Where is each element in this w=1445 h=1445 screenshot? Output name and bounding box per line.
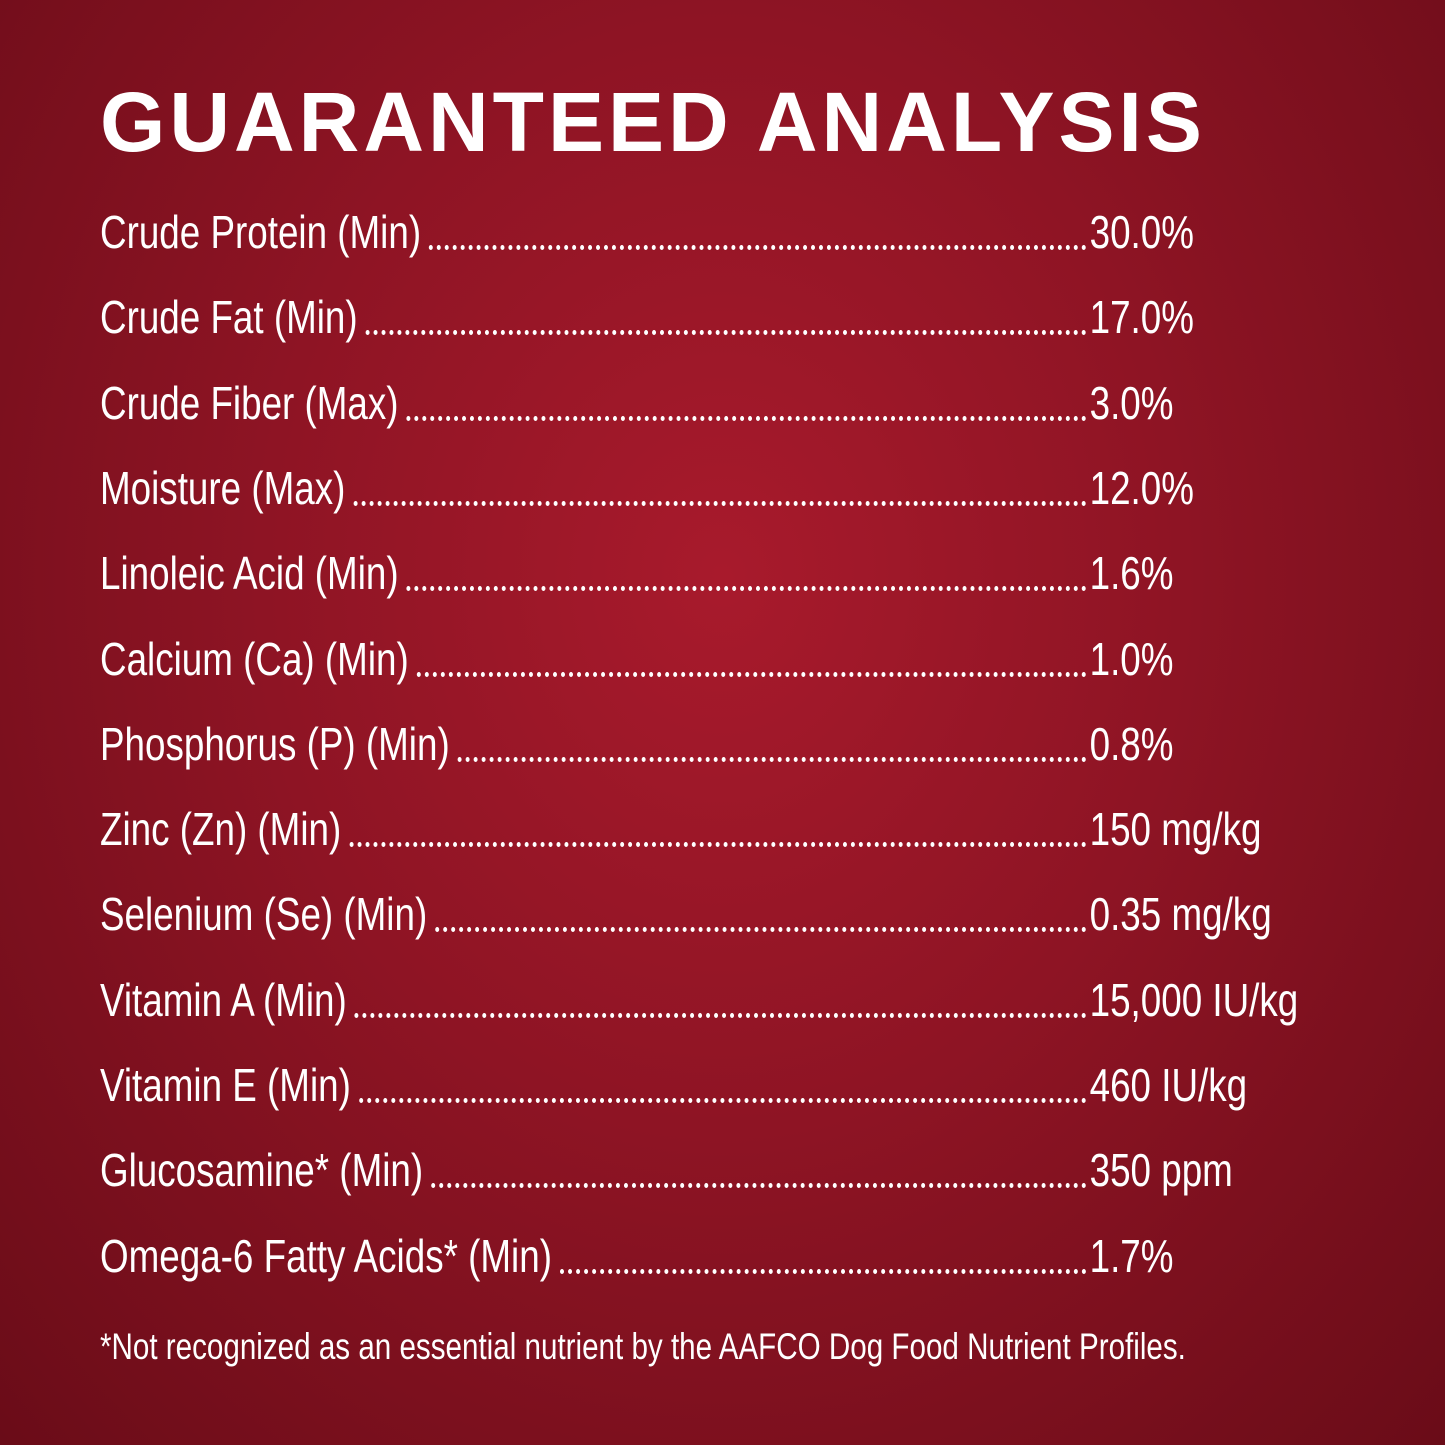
nutrient-value: 460 IU/kg xyxy=(1089,1059,1248,1111)
nutrient-value: 0.8% xyxy=(1089,717,1174,770)
nutrient-value: 1.7% xyxy=(1089,1229,1174,1282)
nutrient-value: 12.0% xyxy=(1089,461,1194,514)
dot-leader xyxy=(406,415,1087,421)
nutrient-name: Zinc (Zn) (Min) xyxy=(100,803,342,856)
nutrient-value: 1.0% xyxy=(1089,632,1174,685)
footnote: *Not recognized as an essential nutrient… xyxy=(100,1326,1186,1367)
analysis-row: Zinc (Zn) (Min) 150 mg/kg xyxy=(100,799,1330,859)
title: GUARANTEED ANALYSIS xyxy=(100,75,1206,169)
analysis-row: Crude Fiber (Max) 3.0% xyxy=(100,373,1330,433)
analysis-row: Crude Fat (Min) 17.0% xyxy=(100,287,1330,347)
analysis-row: Crude Protein (Min) 30.0% xyxy=(100,202,1330,262)
analysis-row: Vitamin E (Min) 460 IU/kg xyxy=(100,1055,1330,1115)
dot-leader xyxy=(406,586,1087,592)
nutrient-value: 150 mg/kg xyxy=(1089,803,1262,856)
nutrient-name: Moisture (Max) xyxy=(100,461,346,514)
dot-leader xyxy=(559,1268,1087,1274)
nutrient-name: Crude Fiber (Max) xyxy=(100,376,399,429)
analysis-row: Vitamin A (Min) 15,000 IU/kg xyxy=(100,970,1330,1030)
nutrient-name: Linoleic Acid (Min) xyxy=(100,547,399,600)
analysis-row: Selenium (Se) (Min) 0.35 mg/kg xyxy=(100,884,1330,944)
nutrient-name: Selenium (Se) (Min) xyxy=(100,888,428,941)
analysis-row: Moisture (Max) 12.0% xyxy=(100,458,1330,518)
nutrient-name: Vitamin A (Min) xyxy=(100,973,347,1026)
dot-leader xyxy=(354,1012,1087,1018)
dot-leader xyxy=(429,245,1087,250)
dot-leader xyxy=(435,927,1087,933)
nutrient-value: 350 ppm xyxy=(1089,1144,1233,1197)
nutrient-name: Calcium (Ca) (Min) xyxy=(100,632,409,685)
dot-leader xyxy=(457,756,1087,762)
nutrient-value: 17.0% xyxy=(1089,291,1194,344)
nutrient-name: Phosphorus (P) (Min) xyxy=(100,717,450,770)
nutrient-value: 30.0% xyxy=(1089,206,1194,258)
dot-leader xyxy=(431,1183,1087,1189)
dot-leader xyxy=(358,1098,1087,1103)
nutrient-name: Crude Protein (Min) xyxy=(100,206,422,258)
nutrient-value: 1.6% xyxy=(1089,547,1174,600)
dot-leader xyxy=(416,671,1087,677)
analysis-row: Calcium (Ca) (Min) 1.0% xyxy=(100,629,1330,689)
nutrient-name: Glucosamine* (Min) xyxy=(100,1144,424,1197)
nutrient-name: Vitamin E (Min) xyxy=(100,1059,351,1111)
analysis-row: Linoleic Acid (Min) 1.6% xyxy=(100,543,1330,603)
nutrient-value: 3.0% xyxy=(1089,376,1174,429)
analysis-row: Phosphorus (P) (Min) 0.8% xyxy=(100,714,1330,774)
dot-leader xyxy=(365,330,1087,336)
nutrient-name: Omega-6 Fatty Acids* (Min) xyxy=(100,1229,552,1282)
analysis-row: Omega-6 Fatty Acids* (Min) 1.7% xyxy=(100,1226,1330,1286)
dot-leader xyxy=(353,500,1087,506)
analysis-row: Glucosamine* (Min) 350 ppm xyxy=(100,1140,1330,1200)
nutrient-name: Crude Fat (Min) xyxy=(100,291,358,344)
nutrient-value: 0.35 mg/kg xyxy=(1089,888,1272,941)
nutrient-value: 15,000 IU/kg xyxy=(1089,973,1299,1026)
dot-leader xyxy=(349,842,1087,848)
